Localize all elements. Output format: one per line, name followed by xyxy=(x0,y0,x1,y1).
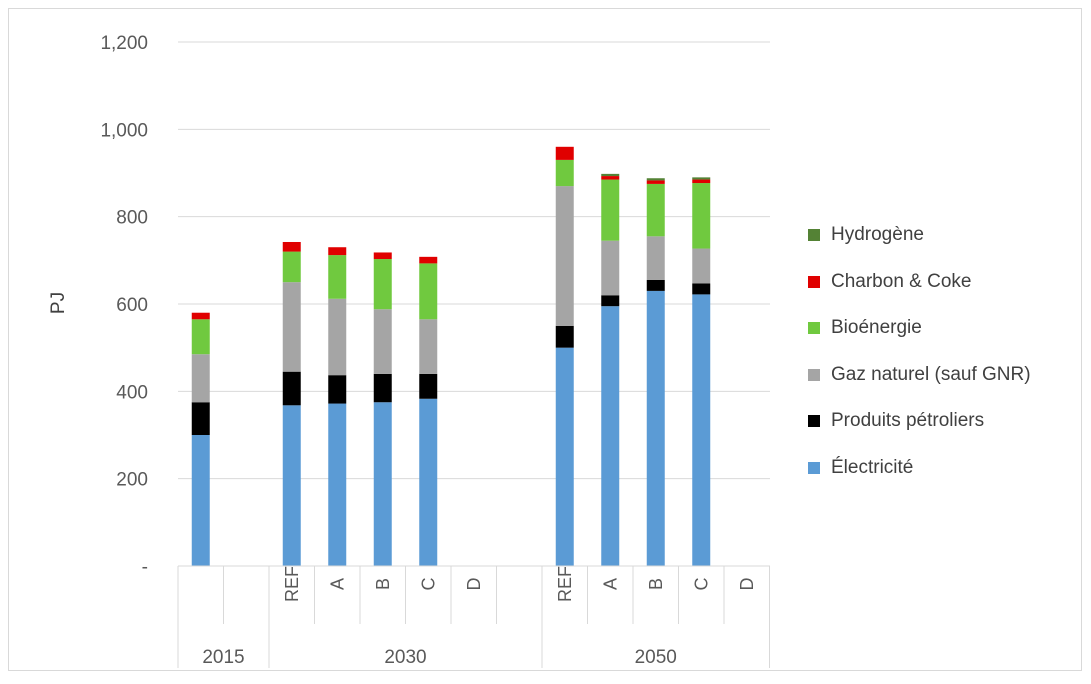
bar-segment xyxy=(328,255,347,299)
bar-segment xyxy=(328,375,347,404)
legend: Hydrogène Charbon & Coke Bioénergie Gaz nat… xyxy=(808,212,1083,491)
x-category-label: D xyxy=(464,578,484,591)
bar-segment xyxy=(646,279,665,291)
x-group-label: 2015 xyxy=(202,647,244,668)
bar-segment xyxy=(373,259,392,310)
bar-segment xyxy=(191,402,210,435)
legend-item: Électricité xyxy=(808,445,1083,492)
bar-segment xyxy=(646,178,665,181)
bar-segment xyxy=(555,146,574,160)
bar-segment xyxy=(555,325,574,348)
legend-item: Charbon & Coke xyxy=(808,259,1083,306)
bar-segment xyxy=(692,294,711,566)
bar-segment xyxy=(555,159,574,187)
bars xyxy=(191,146,711,566)
y-tick-label: 800 xyxy=(116,208,148,229)
bar-segment xyxy=(692,283,711,295)
bar-segment xyxy=(328,298,347,376)
bar-segment xyxy=(646,183,665,237)
x-category-label: C xyxy=(691,578,711,591)
bar-segment xyxy=(692,248,711,284)
bar-segment xyxy=(328,247,347,256)
y-tick-label: 1,200 xyxy=(100,33,148,54)
bar-segment xyxy=(191,354,210,403)
bar-segment xyxy=(419,263,438,320)
bar-segment xyxy=(419,398,438,566)
bar-segment xyxy=(601,179,620,241)
chart-border xyxy=(8,8,1082,671)
bar-segment xyxy=(282,241,301,252)
x-category-label: A xyxy=(327,578,347,590)
bar-segment xyxy=(601,176,620,180)
x-category-label: A xyxy=(600,578,620,590)
axes: - 200 400 600 800 1,000 1,200 REF A B C D REF A B C D 201… xyxy=(8,8,1082,671)
bar-segment xyxy=(282,371,301,406)
bar-segment xyxy=(282,405,301,566)
legend-label: Produits pétroliers xyxy=(831,410,985,432)
y-tick-label: 400 xyxy=(116,382,148,403)
gridlines xyxy=(178,41,770,480)
bar-segment xyxy=(419,256,438,264)
legend-swatch xyxy=(808,322,820,335)
legend-swatch xyxy=(808,275,820,288)
bar-segment xyxy=(646,180,665,184)
bar-segment xyxy=(191,312,210,320)
legend-label: Électricité xyxy=(831,456,914,478)
bar-segment xyxy=(373,252,392,260)
y-tick-label: 1,000 xyxy=(100,120,148,141)
bar-segment xyxy=(601,240,620,296)
bar-segment xyxy=(191,319,210,355)
bar-segment xyxy=(282,251,301,283)
x-category-label: B xyxy=(646,578,666,590)
legend-swatch xyxy=(808,461,820,474)
x-group-label: 2050 xyxy=(635,647,677,668)
x-category-label: D xyxy=(737,578,757,591)
bar-segment xyxy=(692,179,711,184)
bar-segment xyxy=(646,290,665,566)
legend-swatch xyxy=(808,415,820,428)
bar-segment xyxy=(555,186,574,326)
bar-segment xyxy=(191,435,210,566)
legend-item: Gaz naturel (sauf GNR) xyxy=(808,352,1083,399)
x-category-label: B xyxy=(373,578,393,590)
legend-label: Hydrogène xyxy=(831,224,924,246)
bar-segment xyxy=(601,173,620,177)
legend-swatch xyxy=(808,368,820,381)
bar-segment xyxy=(282,282,301,372)
legend-item: Hydrogène xyxy=(808,212,1083,259)
bar-segment xyxy=(692,177,711,180)
y-tick-label: - xyxy=(142,557,148,578)
legend-item: Produits pétroliers xyxy=(808,398,1083,445)
bar-segment xyxy=(419,319,438,374)
y-axis-label: PJ xyxy=(48,292,69,314)
bar-segment xyxy=(328,403,347,566)
bar-segment xyxy=(601,306,620,566)
bar-segment xyxy=(646,236,665,280)
bar-segment xyxy=(555,347,574,566)
x-category-label: REF xyxy=(282,566,302,602)
x-group-label: 2030 xyxy=(384,647,426,668)
bar-segment xyxy=(373,373,392,403)
legend-item: Bioénergie xyxy=(808,305,1083,352)
legend-label: Charbon & Coke xyxy=(831,270,972,292)
bar-segment xyxy=(373,309,392,374)
bar-segment xyxy=(419,373,438,399)
y-tick-label: 200 xyxy=(116,470,148,491)
bar-segment xyxy=(692,183,711,249)
legend-label: Gaz naturel (sauf GNR) xyxy=(831,363,1031,385)
bar-segment xyxy=(601,295,620,307)
legend-swatch xyxy=(808,229,820,242)
x-category-label: REF xyxy=(555,566,575,602)
y-tick-label: 600 xyxy=(116,295,148,316)
legend-label: Bioénergie xyxy=(831,317,922,339)
bar-segment xyxy=(373,402,392,566)
x-category-label: C xyxy=(418,578,438,591)
